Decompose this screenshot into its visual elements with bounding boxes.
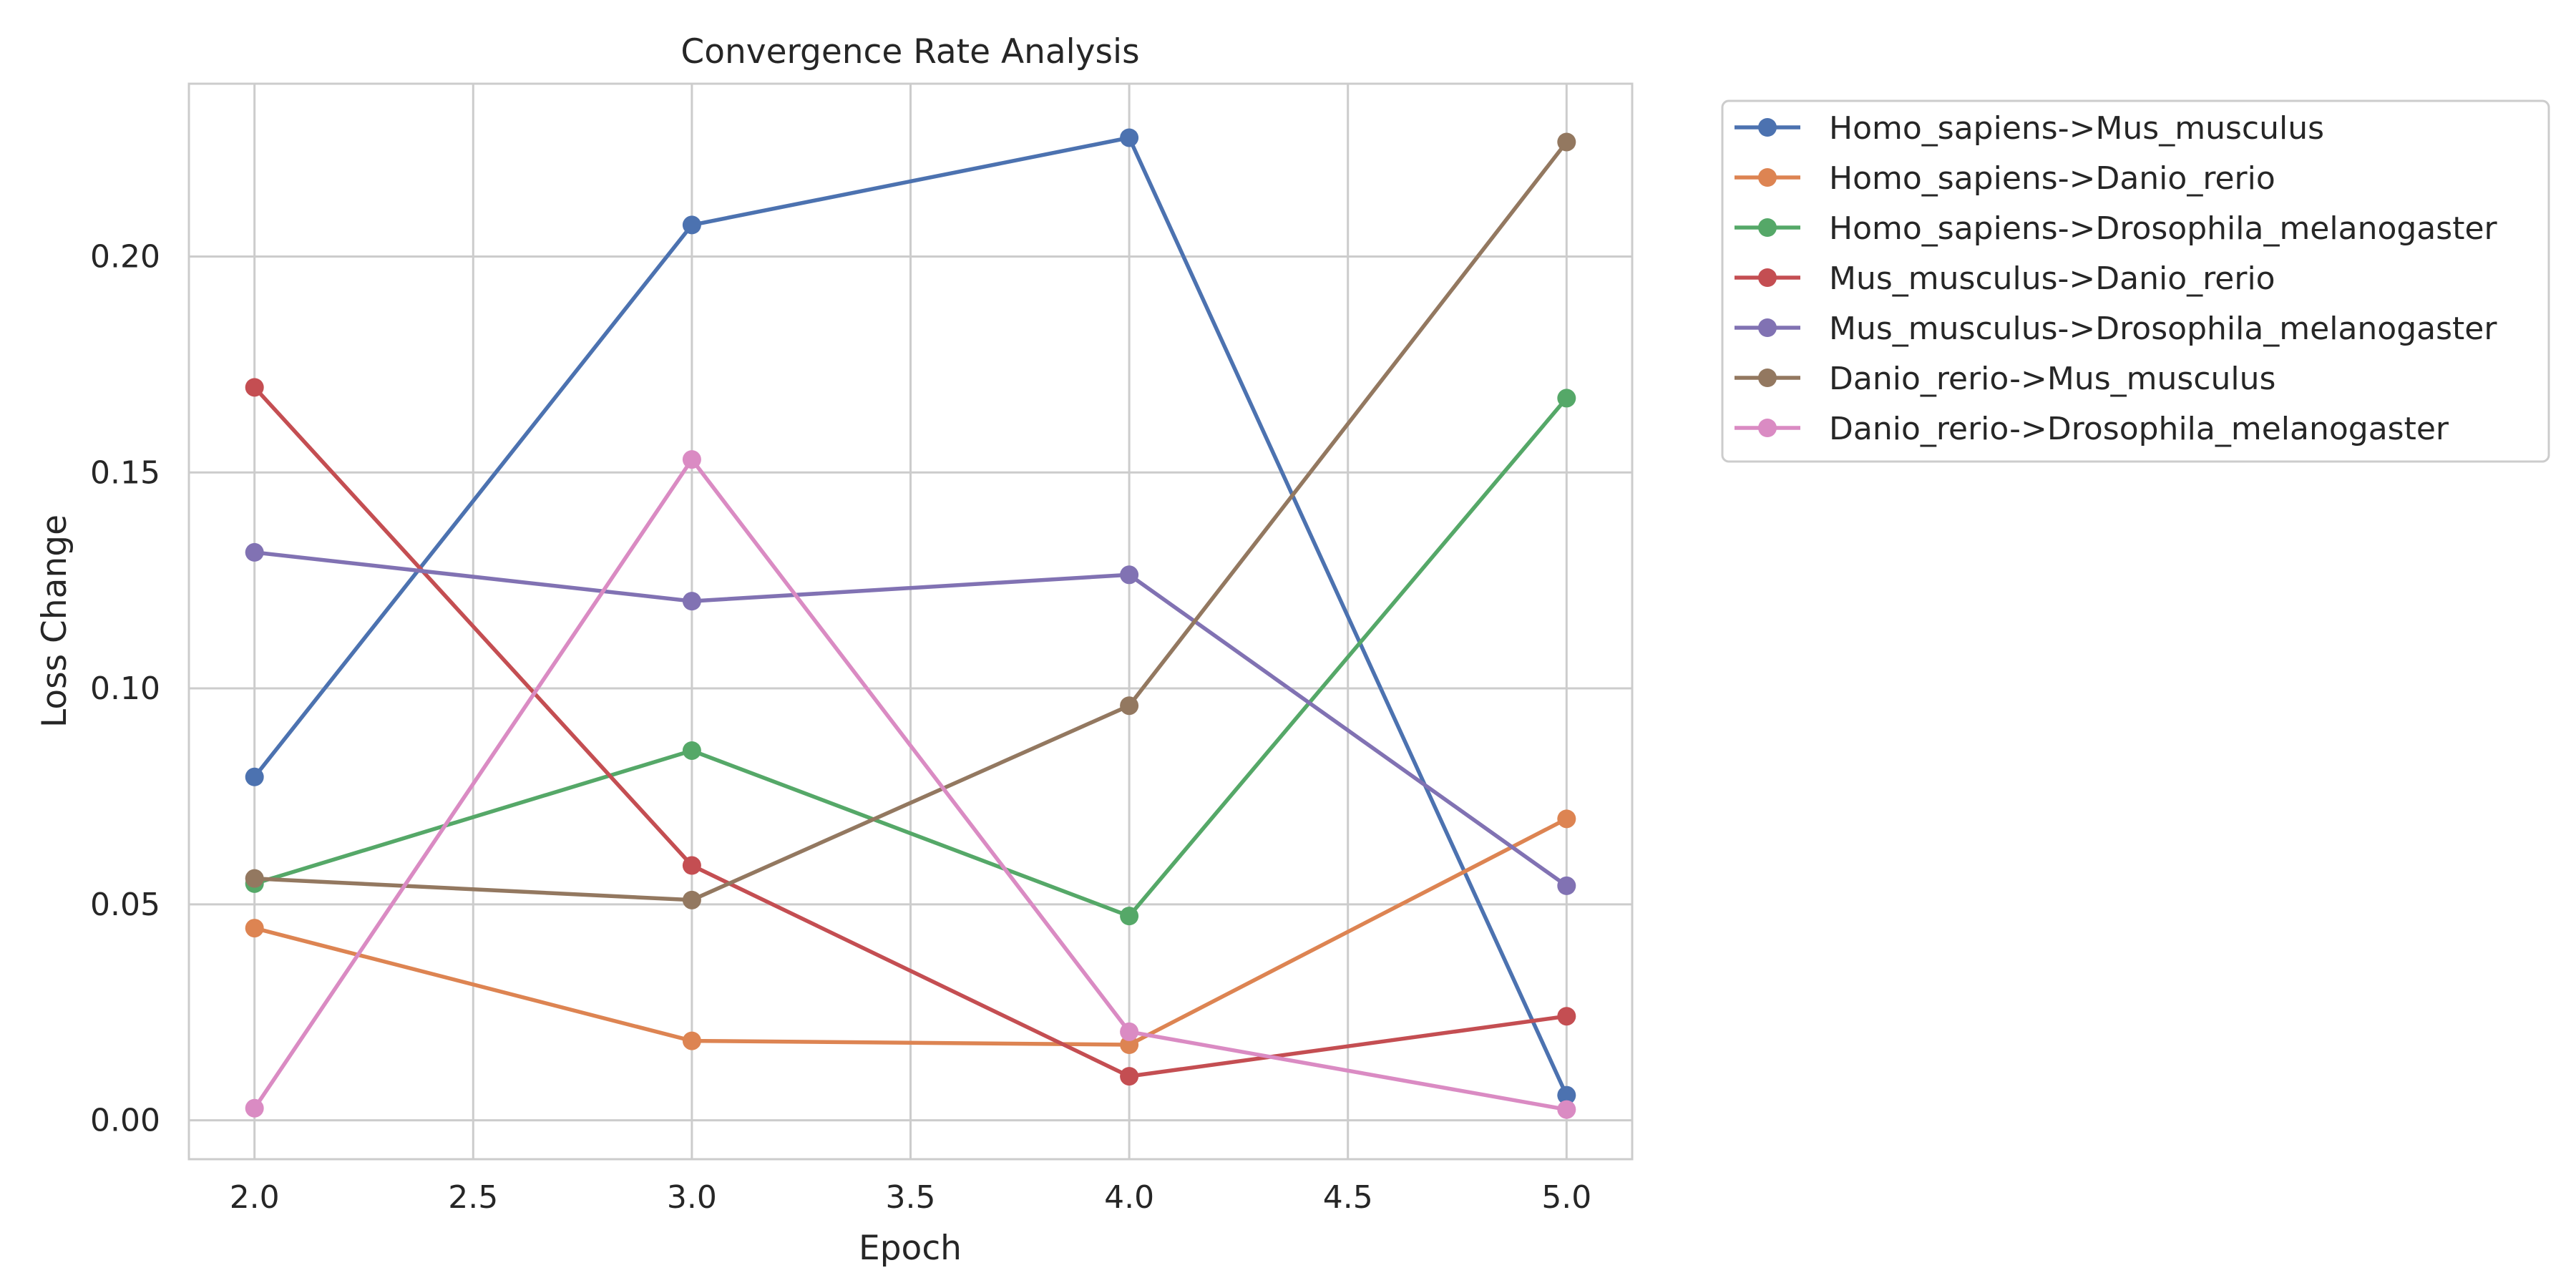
series-5 bbox=[245, 542, 1576, 895]
data-point bbox=[245, 767, 264, 786]
data-point bbox=[1557, 1085, 1576, 1105]
legend-swatch-marker bbox=[1758, 318, 1777, 337]
data-point bbox=[682, 890, 701, 909]
y-tick-label: 0.10 bbox=[90, 670, 160, 707]
data-point bbox=[682, 215, 701, 235]
y-tick-label: 0.15 bbox=[90, 454, 160, 491]
chart-title: Convergence Rate Analysis bbox=[680, 32, 1139, 72]
legend-item: Homo_sapiens->Danio_rerio bbox=[1735, 160, 2275, 197]
legend-item: Danio_rerio->Mus_musculus bbox=[1735, 361, 2275, 397]
legend-label: Danio_rerio->Drosophila_melanogaster bbox=[1829, 411, 2449, 447]
data-point bbox=[1120, 1067, 1139, 1086]
data-point bbox=[1120, 696, 1139, 716]
legend-swatch-marker bbox=[1758, 168, 1777, 187]
data-point bbox=[682, 856, 701, 875]
data-point bbox=[1557, 389, 1576, 408]
series-line bbox=[252, 550, 1569, 888]
data-point bbox=[1120, 128, 1139, 147]
series-line bbox=[252, 457, 1569, 1112]
data-point bbox=[1120, 1035, 1139, 1055]
legend-swatch-marker bbox=[1758, 369, 1777, 387]
data-point bbox=[1557, 132, 1576, 152]
legend-frame bbox=[1721, 99, 2550, 463]
data-point bbox=[682, 1031, 701, 1050]
data-point bbox=[682, 450, 701, 469]
legend-label: Danio_rerio->Mus_musculus bbox=[1829, 361, 2275, 397]
legend-label: Homo_sapiens->Mus_musculus bbox=[1829, 110, 2324, 147]
legend-item: Homo_sapiens->Mus_musculus bbox=[1735, 110, 2324, 147]
x-tick-label: 3.5 bbox=[886, 1179, 936, 1216]
legend-item: Homo_sapiens->Drosophila_melanogaster bbox=[1735, 210, 2498, 247]
data-point bbox=[1120, 565, 1139, 585]
y-tick-label: 0.20 bbox=[90, 238, 160, 275]
legend-swatch-marker bbox=[1758, 419, 1777, 437]
legend-item: Danio_rerio->Drosophila_melanogaster bbox=[1735, 411, 2449, 447]
series-line bbox=[252, 385, 1569, 1078]
data-point bbox=[1120, 907, 1139, 926]
x-tick-label: 2.0 bbox=[230, 1179, 280, 1216]
y-axis-label: Loss Change bbox=[35, 514, 74, 728]
y-tick-label: 0.00 bbox=[90, 1103, 160, 1139]
legend-swatch-marker bbox=[1758, 118, 1777, 137]
series-6 bbox=[245, 132, 1576, 909]
x-tick-label: 4.5 bbox=[1323, 1179, 1373, 1216]
data-point bbox=[1120, 1022, 1139, 1041]
data-point bbox=[245, 919, 264, 938]
series-7 bbox=[245, 450, 1576, 1119]
data-point bbox=[1557, 1100, 1576, 1119]
data-point bbox=[245, 869, 264, 888]
legend-label: Homo_sapiens->Danio_rerio bbox=[1829, 160, 2275, 197]
series-line bbox=[252, 396, 1569, 918]
data-point bbox=[1557, 876, 1576, 895]
series-line bbox=[252, 135, 1569, 1098]
series-1 bbox=[245, 128, 1576, 1105]
series-4 bbox=[245, 378, 1576, 1086]
x-tick-label: 2.5 bbox=[448, 1179, 498, 1216]
x-axis-label: Epoch bbox=[859, 1229, 962, 1268]
grid-lines bbox=[189, 84, 1632, 1159]
series-line bbox=[252, 816, 1569, 1047]
legend-item: Mus_musculus->Danio_rerio bbox=[1735, 260, 2275, 297]
axis-ticks: 2.0 2.5 3.0 3.5 4.0 4.5 5.0 0.00 0.05 0.10 0.15 0.2… bbox=[90, 238, 1591, 1216]
data-point bbox=[245, 378, 264, 397]
data-point bbox=[682, 741, 701, 760]
legend-label: Mus_musculus->Danio_rerio bbox=[1829, 260, 2275, 297]
legend-label: Mus_musculus->Drosophila_melanogaster bbox=[1829, 311, 2497, 347]
data-point bbox=[245, 1098, 264, 1118]
data-point bbox=[245, 542, 264, 562]
y-tick-label: 0.05 bbox=[90, 887, 160, 923]
data-point bbox=[1557, 809, 1576, 829]
legend-swatch-marker bbox=[1758, 268, 1777, 287]
legend-label: Homo_sapiens->Drosophila_melanogaster bbox=[1829, 210, 2498, 247]
x-tick-label: 5.0 bbox=[1541, 1179, 1591, 1216]
data-point bbox=[682, 592, 701, 611]
data-point bbox=[1557, 1007, 1576, 1026]
legend-items: Homo_sapiens->Mus_musculus Homo_sapiens->… bbox=[1735, 110, 2498, 447]
x-tick-label: 3.0 bbox=[667, 1179, 717, 1216]
series-lines bbox=[245, 128, 1576, 1119]
legend-swatch-marker bbox=[1758, 218, 1777, 237]
legend-item: Mus_musculus->Drosophila_melanogaster bbox=[1735, 311, 2497, 347]
plot-frame bbox=[187, 82, 1634, 1161]
x-tick-label: 4.0 bbox=[1104, 1179, 1154, 1216]
series-2 bbox=[245, 809, 1576, 1055]
series-line bbox=[252, 140, 1569, 902]
legend: Homo_sapiens->Mus_musculus Homo_sapiens->… bbox=[1721, 99, 2550, 463]
